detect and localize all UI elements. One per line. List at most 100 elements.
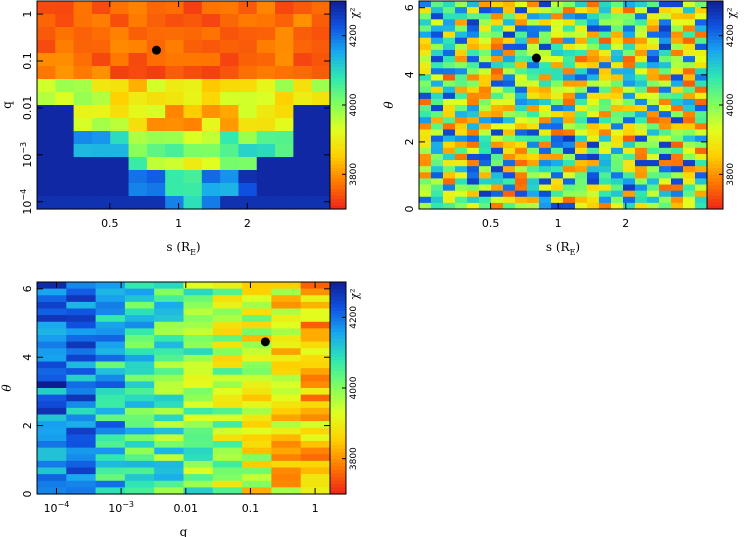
heatmap-cell [467,7,480,14]
heatmap-cell [551,190,564,198]
heatmap-cell [671,43,684,51]
heatmap-cell [587,117,600,124]
heatmap-cell [95,407,126,416]
colorbar-segment [707,153,723,158]
heatmap-cell [635,135,648,143]
colorbar-segment [707,91,723,96]
heatmap-cell [671,68,684,76]
heatmap-cell [539,1,552,8]
heatmap-cell [443,86,456,94]
heatmap-cell [563,13,576,20]
colorbar-tick-label: 4000 [349,376,359,399]
heatmap-cell [515,202,528,210]
heatmap-cell [659,1,672,8]
heatmap-cell [154,421,185,429]
colorbar-segment [330,483,346,488]
heatmap-cell [419,111,432,118]
heatmap-cell [275,144,294,158]
heatmap-cell [551,172,564,180]
heatmap-cell [503,153,516,161]
heatmap-cell [515,160,528,167]
heatmap-cells [37,1,331,210]
heatmap-cell [563,105,576,112]
heatmap-cell [539,166,552,173]
heatmap-cell [491,172,504,180]
heatmap-cell [635,98,648,106]
heatmap-cell [491,98,504,106]
heatmap-cell [73,66,93,80]
heatmap-cell [539,129,552,137]
heatmap-cell [611,86,624,94]
heatmap-cell [467,74,480,82]
colorbar-segment [330,146,346,151]
heatmap-cell [623,98,636,106]
heatmap-cell [95,388,126,396]
heatmap-cell [271,335,302,343]
heatmap-cell [201,1,221,15]
heatmap-cell [66,328,97,336]
heatmap-cell [124,348,155,356]
heatmap-cell [311,118,331,132]
heatmap-cell [293,66,313,80]
heatmap-cell [491,31,504,39]
heatmap-cell [563,98,576,106]
heatmap-cell [183,374,214,382]
heatmap-cell [37,374,67,382]
heatmap-cell [455,166,468,173]
heatmap-cell [183,348,214,356]
heatmap-cell [575,49,588,57]
heatmap-cell [623,147,636,155]
heatmap-cell [503,172,516,180]
heatmap-cell [300,427,331,435]
heatmap-cell [431,43,444,51]
heatmap-cell [467,153,480,161]
heatmap-cell [491,86,504,94]
heatmap-cell [635,92,648,100]
heatmap-cell [110,157,130,171]
heatmap-cell [293,53,313,67]
heatmap-cell [695,160,708,167]
heatmap-cell [527,37,540,45]
heatmap-cell [539,190,552,198]
heatmap-cell [683,1,696,8]
heatmap-cell [300,354,331,363]
heatmap-cell [443,68,456,76]
heatmap-cell [611,178,624,186]
y-tick-label: 0 [403,206,416,213]
heatmap-cell [37,354,67,363]
heatmap-cell [66,441,97,449]
heatmap-cell [220,144,240,158]
heatmap-cell [611,117,624,124]
heatmap-cell [647,98,660,106]
heatmap-cell [271,288,302,296]
heatmap-cell [659,135,672,143]
heatmap-cell [220,40,240,54]
heatmap-cell [575,56,588,63]
heatmap-cell [647,129,660,137]
x-axis-label: q [180,525,188,537]
y-tick-label: 2 [403,138,416,145]
heatmap-cell [95,368,126,376]
colorbar-label: χ² [725,7,738,18]
heatmap-cell [455,1,468,8]
heatmap-cell [275,105,294,119]
heatmap-cell [635,178,648,186]
heatmap-cell [683,190,696,198]
heatmap-cell [431,68,444,76]
heatmap-cell [599,105,612,112]
heatmap-cell [599,13,612,20]
heatmap-cell [635,184,648,192]
heatmap-cell [635,111,648,118]
y-tick-label: 1 [21,11,34,18]
heatmap-cell [271,348,302,356]
heatmap-cell [66,388,97,396]
heatmap-cell [527,25,540,33]
heatmap-cell [515,147,528,155]
heatmap-cell [55,79,75,93]
heatmap-cell [527,178,540,186]
colorbar-segment [707,174,723,179]
heatmap-cell [55,27,75,41]
heatmap-cell [695,25,708,33]
colorbar-segment [330,25,346,30]
